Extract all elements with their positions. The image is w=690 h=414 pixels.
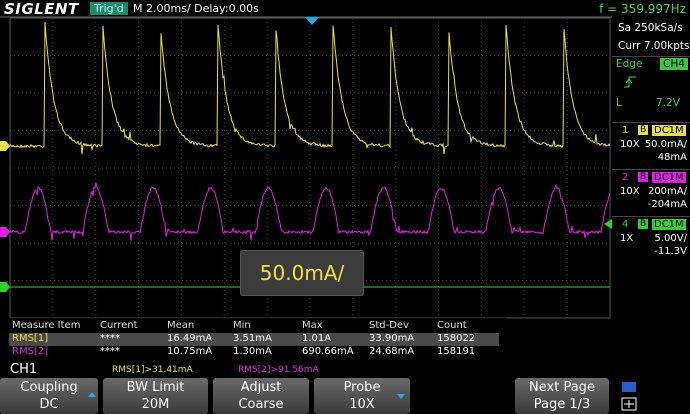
softkey-value[interactable]: Coarse <box>238 397 284 412</box>
active-channel: CH1 <box>10 362 38 377</box>
waveform-area <box>0 16 612 319</box>
channel-number: 1 <box>622 125 629 136</box>
probe: 1X <box>620 233 634 244</box>
softkey-arrow <box>397 394 405 399</box>
coupling: DC1M <box>652 125 686 136</box>
table-cell: 158191 <box>437 346 476 357</box>
edge-icon <box>624 76 636 88</box>
channel-panel <box>612 216 690 262</box>
table-header: Measure Item <box>12 320 81 331</box>
table-header: Mean <box>167 320 195 331</box>
softkey-label[interactable]: Next Page <box>529 380 595 395</box>
trigger-status: Trig'd <box>90 2 128 15</box>
softkey[interactable] <box>103 378 208 414</box>
channel-number: 4 <box>622 219 629 230</box>
softkey-arrow <box>88 392 96 397</box>
memory-depth: Curr 7.00kpts <box>618 40 690 52</box>
softkey-value[interactable]: Page 1/3 <box>533 397 591 412</box>
table-cell: 690.66mA <box>302 346 354 357</box>
table-cell: 24.68mA <box>369 346 415 357</box>
frequency: f = 359.997Hz <box>599 2 686 16</box>
table-cell: 16.49mA <box>167 333 213 344</box>
softkey-label[interactable]: Probe <box>343 380 381 395</box>
table-header: Std-Dev <box>369 320 409 331</box>
threshold: RMS[2]>91.56mA <box>238 365 319 375</box>
table-header: Current <box>100 320 138 331</box>
trigger-type: Edge <box>616 58 643 70</box>
channel-number: 2 <box>622 172 629 183</box>
trigger-panel <box>612 56 690 113</box>
trigger-source: CH4 <box>660 58 688 70</box>
table-cell: 3.51mA <box>233 333 272 344</box>
softkey[interactable] <box>0 378 98 414</box>
softkey[interactable] <box>213 378 309 414</box>
bandwidth-flag: B <box>638 219 649 229</box>
channel-panel <box>612 169 690 215</box>
trigger-position <box>305 17 319 25</box>
offset: 48mA <box>657 152 687 163</box>
table-cell: 10.75mA <box>167 346 213 357</box>
table-cell: 1.01A <box>302 333 332 344</box>
vertical-scale: 5.00V/ <box>654 233 687 244</box>
softkey-value[interactable]: 10X <box>349 397 375 412</box>
trigger-level-marker <box>604 219 612 229</box>
trigger-level: 7.2V <box>656 97 680 109</box>
offset: -11.3V <box>654 246 687 257</box>
softkey-label[interactable]: BW Limit <box>126 380 185 395</box>
status-icons <box>621 382 637 411</box>
table-row-highlight <box>9 333 499 346</box>
brand: SIGLENT <box>4 0 79 18</box>
probe: 10X <box>620 186 640 197</box>
table-cell: **** <box>100 333 120 344</box>
softkey[interactable] <box>515 378 609 414</box>
softkey-label[interactable]: Coupling <box>20 380 78 395</box>
table-cell: RMS[1] <box>12 333 49 344</box>
trace-ch2 <box>9 182 611 241</box>
bandwidth-flag: B <box>638 125 649 135</box>
table-cell: 158022 <box>437 333 476 344</box>
channel-marker <box>0 282 10 292</box>
probe: 10X <box>620 139 640 150</box>
softkey-value[interactable]: DC <box>39 397 59 412</box>
softkey[interactable] <box>314 378 410 414</box>
coupling: DC1M <box>652 219 686 230</box>
softkey-value[interactable]: 20M <box>141 397 170 412</box>
timebase: M 2.00ms/ Delay:0.00s <box>133 2 259 15</box>
table-cell: 33.90mA <box>369 333 415 344</box>
scale-popup: 50.0mA/ <box>240 250 364 296</box>
trace-ch1 <box>9 21 611 155</box>
channel-marker <box>0 227 10 237</box>
table-header: Count <box>437 320 467 331</box>
offset: -204mA <box>647 199 687 210</box>
table-cell: 1.30mA <box>233 346 272 357</box>
bandwidth-flag: B <box>638 172 649 182</box>
vertical-scale: 200mA/ <box>647 186 687 197</box>
channel-marker <box>0 141 10 151</box>
sample-rate: Sa 250kSa/s <box>618 22 683 34</box>
table-cell: **** <box>100 346 120 357</box>
channel-panel <box>612 122 690 168</box>
table-cell: RMS[2] <box>12 346 49 357</box>
threshold: RMS[1]>31.41mA <box>112 365 193 375</box>
table-header: Max <box>302 320 323 331</box>
coupling: DC1M <box>652 172 686 183</box>
vertical-scale: 50.0mA/ <box>644 139 687 150</box>
trigger-level-label: L <box>616 97 622 109</box>
table-header: Min <box>233 320 251 331</box>
softkey-label[interactable]: Adjust <box>240 380 282 395</box>
